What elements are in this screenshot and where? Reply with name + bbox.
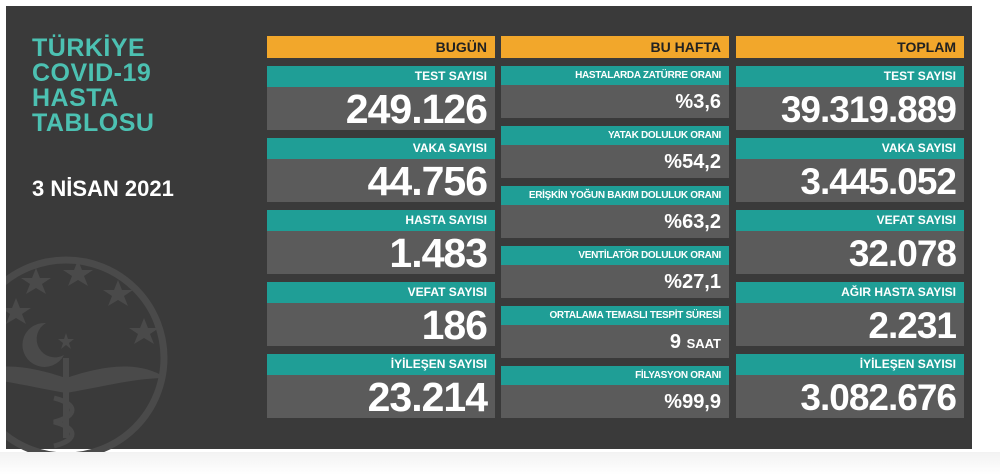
card-value: 186 (267, 303, 495, 348)
ministry-of-health-emblem-icon (6, 256, 168, 453)
card-value: %3,6 (501, 85, 729, 118)
total-critical-card: AĞIR HASTA SAYISI 2.231 (736, 282, 964, 346)
card-value: %99,9 (501, 385, 729, 418)
card-value: 44.756 (267, 159, 495, 204)
total-death-card: VEFAT SAYISI 32.078 (736, 210, 964, 274)
card-value: %27,1 (501, 265, 729, 298)
total-test-card: TEST SAYISI 39.319.889 (736, 66, 964, 130)
total-column: TOPLAM TEST SAYISI 39.319.889 VAKA SAYIS… (736, 36, 964, 418)
title-line: TÜRKİYE (32, 34, 146, 62)
contact-time-unit: SAAT (686, 336, 721, 351)
card-label: İYİLEŞEN SAYISI (267, 354, 495, 375)
card-label: FİLYASYON ORANI (501, 366, 729, 385)
week-column: BU HAFTA HASTALARDA ZATÜRRE ORANI %3,6 Y… (501, 36, 729, 418)
week-contact-time-card: ORTALAMA TEMASLI TESPİT SÜRESİ 9 SAAT (501, 306, 729, 358)
card-label: VEFAT SAYISI (736, 210, 964, 231)
card-label: ERİŞKİN YOĞUN BAKIM DOLULUK ORANI (501, 186, 729, 205)
week-filiation-card: FİLYASYON ORANI %99,9 (501, 366, 729, 418)
today-death-card: VEFAT SAYISI 186 (267, 282, 495, 348)
card-value: 3.445.052 (736, 159, 964, 202)
card-label: TEST SAYISI (736, 66, 964, 87)
report-date: 3 NİSAN 2021 (32, 176, 174, 201)
card-value: 23.214 (267, 375, 495, 420)
today-case-card: VAKA SAYISI 44.756 (267, 138, 495, 204)
dashboard-title: TÜRKİYE COVID-19 HASTA TABLOSU (32, 36, 154, 136)
title-line: TABLOSU (32, 109, 155, 137)
title-line: HASTA (32, 84, 119, 112)
card-label: HASTALARDA ZATÜRRE ORANI (501, 66, 729, 85)
card-value: 249.126 (267, 87, 495, 132)
card-label: AĞIR HASTA SAYISI (736, 282, 964, 303)
total-header: TOPLAM (736, 36, 964, 58)
total-case-card: VAKA SAYISI 3.445.052 (736, 138, 964, 202)
card-label: İYİLEŞEN SAYISI (736, 354, 964, 375)
week-ventilator-card: VENTİLATÖR DOLULUK ORANI %27,1 (501, 246, 729, 298)
card-label: ORTALAMA TEMASLI TESPİT SÜRESİ (501, 306, 729, 325)
card-label: VENTİLATÖR DOLULUK ORANI (501, 246, 729, 265)
card-value: %63,2 (501, 205, 729, 238)
week-header: BU HAFTA (501, 36, 729, 58)
page-bottom-strip (0, 452, 1000, 475)
today-header: BUGÜN (267, 36, 495, 58)
today-patient-card: HASTA SAYISI 1.483 (267, 210, 495, 276)
title-line: COVID-19 (32, 59, 152, 87)
today-column: BUGÜN TEST SAYISI 249.126 VAKA SAYISI 44… (267, 36, 495, 420)
card-value: 3.082.676 (736, 375, 964, 418)
contact-time-value: 9 (669, 331, 681, 353)
card-value: 2.231 (736, 303, 964, 346)
card-value: %54,2 (501, 145, 729, 178)
total-recovered-card: İYİLEŞEN SAYISI 3.082.676 (736, 354, 964, 418)
today-test-card: TEST SAYISI 249.126 (267, 66, 495, 132)
card-label: VEFAT SAYISI (267, 282, 495, 303)
card-label: VAKA SAYISI (267, 138, 495, 159)
today-recovered-card: İYİLEŞEN SAYISI 23.214 (267, 354, 495, 420)
card-value: 9 SAAT (501, 325, 729, 358)
card-value: 1.483 (267, 231, 495, 276)
week-pneumonia-card: HASTALARDA ZATÜRRE ORANI %3,6 (501, 66, 729, 118)
card-value: 39.319.889 (736, 87, 964, 130)
card-value: 32.078 (736, 231, 964, 274)
card-label: HASTA SAYISI (267, 210, 495, 231)
week-bed-occupancy-card: YATAK DOLULUK ORANI %54,2 (501, 126, 729, 178)
card-label: YATAK DOLULUK ORANI (501, 126, 729, 145)
week-icu-occupancy-card: ERİŞKİN YOĞUN BAKIM DOLULUK ORANI %63,2 (501, 186, 729, 238)
card-label: TEST SAYISI (267, 66, 495, 87)
covid-dashboard-board: TÜRKİYE COVID-19 HASTA TABLOSU 3 NİSAN 2… (6, 6, 972, 453)
card-label: VAKA SAYISI (736, 138, 964, 159)
